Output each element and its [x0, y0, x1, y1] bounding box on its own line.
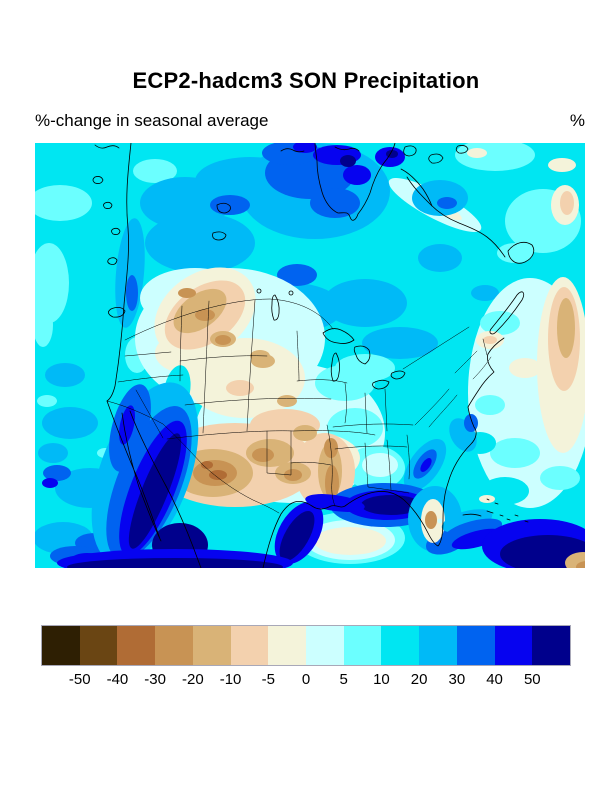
chart-title: ECP2-hadcm3 SON Precipitation — [132, 68, 480, 93]
colorbar-segment — [42, 626, 80, 665]
units-label: % — [569, 111, 585, 130]
colorbar-ticks: -50 -40 -30 -20 -10 -5 0 5 10 20 30 40 50 — [42, 671, 570, 691]
colorbar-tick-label: 20 — [410, 671, 428, 688]
colorbar-segment — [155, 626, 193, 665]
colorbar-tick-label: -30 — [144, 671, 166, 688]
colorbar-segment — [268, 626, 307, 665]
colorbar-segment — [456, 626, 495, 665]
state-borders — [106, 298, 492, 514]
colorbar-tick-label: 40 — [486, 671, 503, 688]
colorbar-tick-label: 5 — [339, 671, 348, 688]
chart-subtitle: %-change in seasonal average — [35, 111, 269, 130]
colorbar-segment — [343, 626, 382, 665]
subtitle-row: %-change in seasonal average % — [35, 111, 585, 131]
colorbar-segment — [306, 626, 344, 665]
map-svg — [35, 143, 585, 568]
colorbar-segment — [381, 626, 420, 665]
coastlines — [92, 143, 535, 568]
colorbar-segment — [532, 626, 571, 665]
colorbar-segment — [419, 626, 457, 665]
colorbar-tick-label: 0 — [301, 671, 311, 688]
colorbar-tick-label: -5 — [261, 671, 275, 688]
contour-fill-layer — [35, 143, 585, 568]
colorbar-segment — [192, 626, 231, 665]
colorbar-segment — [494, 626, 533, 665]
colorbar-tick-label: 50 — [523, 671, 541, 688]
colorbar-tick-label: -20 — [182, 671, 204, 688]
colorbar-tick-label: -50 — [68, 671, 91, 688]
colorbar-segment — [230, 626, 269, 665]
precipitation-contour-map — [35, 143, 585, 568]
colorbar-tick-label: -10 — [219, 671, 242, 688]
colorbar-tick-label: -40 — [106, 671, 129, 688]
colorbar-segment — [117, 626, 156, 665]
colorbar-tick-label: 30 — [448, 671, 466, 688]
colorbar-swatches — [41, 625, 571, 666]
colorbar-tick-label: 10 — [373, 671, 390, 688]
colorbar-segment — [79, 626, 118, 665]
